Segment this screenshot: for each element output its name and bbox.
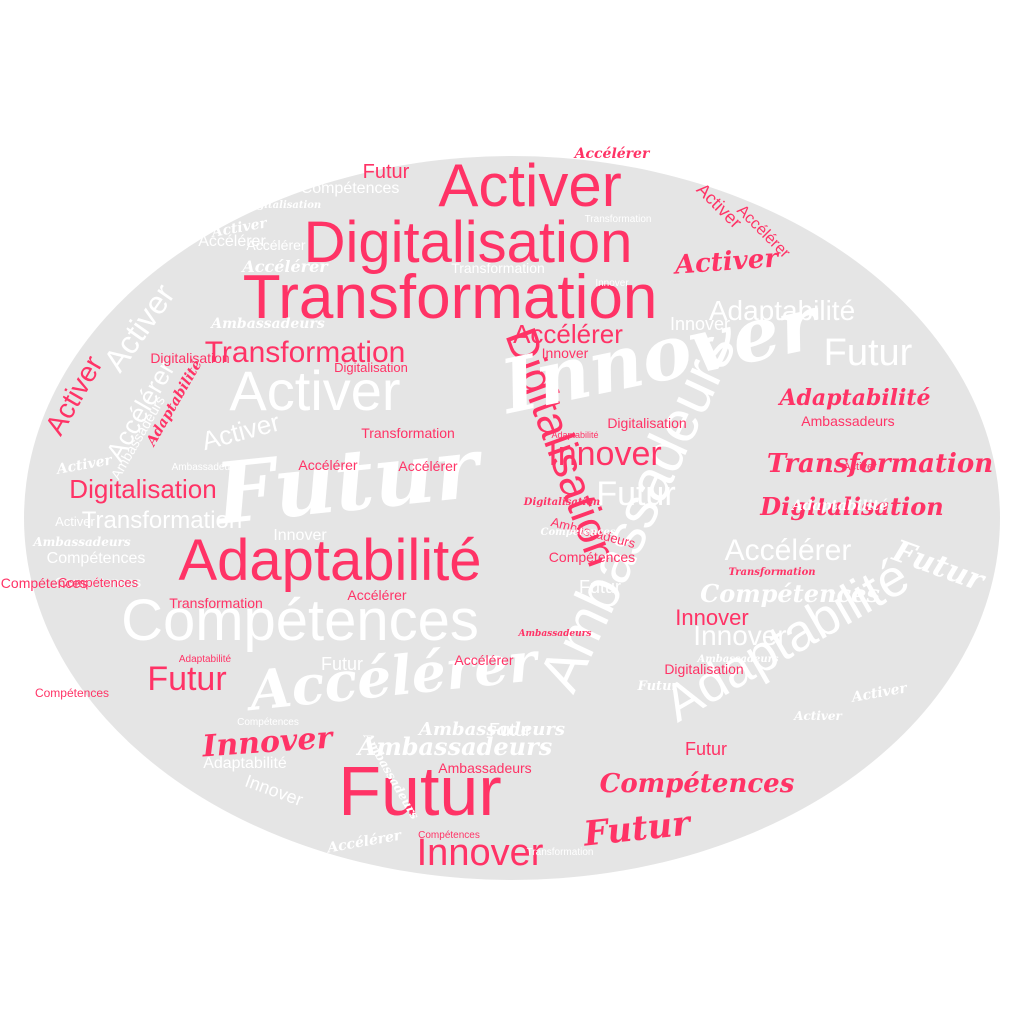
word-innover: Innover [548,435,661,473]
word-transformation: Transformation [169,595,263,611]
word-innover: Innover [675,605,748,630]
word-accelerer: Accélérer [513,319,623,349]
word-digitalisation: Digitalisation [150,350,229,366]
word-ambassadeurs: Ambassadeurs [209,316,325,332]
word-competences: Compétences [55,574,141,590]
word-transformation: Transformation [361,425,455,441]
word-futur: Futur [338,752,501,830]
word-activer: Activer [438,152,621,219]
word-ambassadeurs: Ambassadeurs [696,654,778,665]
word-accelerer: Accélérer [573,146,651,162]
word-competences: Compétences [541,527,616,538]
word-innover: Innover [273,527,327,544]
word-transformation: Transformation [767,449,993,479]
word-transformation: Transformation [585,214,652,225]
word-digitalisation: Digitalisation [523,497,600,508]
word-transformation: Transformation [205,336,406,369]
word-digitalisation: Digitalisation [334,360,408,375]
word-competences: Compétences [301,180,400,197]
word-ambassadeurs: Ambassadeurs [801,413,894,429]
word-accelerer: Accélérer [398,458,457,474]
word-competences: Compétences [1,575,87,591]
word-transformation: Transformation [82,507,243,534]
word-adaptabilite: Adaptabilité [709,295,855,326]
word-competences: Compétences [549,549,635,565]
word-digitalisation: Digitalisation [607,415,686,431]
word-adaptabilite: Adaptabilité [203,755,287,772]
word-ambassadeurs: Ambassadeurs [518,629,592,639]
word-competences: Compétences [121,588,479,653]
word-competences: Compétences [47,550,146,567]
word-adaptabilite: Adaptabilité [777,385,930,411]
word-activer: Activer [843,461,877,473]
word-adaptabilite: Adaptabilité [179,654,232,665]
word-digitalisation: Digitalisation [244,200,321,211]
word-futur: Futur [637,679,680,694]
word-competences: Compétences [237,717,299,728]
word-transformation: Transformation [527,847,594,858]
word-accelerer: Accélérer [246,237,305,253]
word-accelerer: Accélérer [240,257,329,276]
word-transformation: Transformation [243,263,658,332]
word-digitalisation: Digitalisation [664,661,743,677]
word-adaptabilite: Adaptabilité [178,528,481,593]
word-futur: Futur [824,332,913,374]
word-competences: Compétences [600,769,795,799]
word-accelerer: Accélérer [347,587,406,603]
word-innover: Innover [670,314,730,334]
word-activer: Activer [793,709,843,723]
word-futur: Futur [685,739,727,759]
background-ellipse [24,156,1000,880]
word-digitalisation: Digitalisation [304,210,633,275]
word-competences: Compétences [35,686,109,700]
word-digitalisation: Digitalisation [69,474,216,504]
word-activer: Activer [229,359,400,422]
word-competences: Compétences [58,575,139,590]
word-digitalisation: Digitalisation [759,492,943,521]
word-transformation: Transformation [451,260,545,276]
word-transformation: Transformation [728,567,815,578]
word-ambassadeurs: Ambassadeurs [172,462,239,473]
word-competences: Compétences [418,830,480,841]
word-activer: Activer [55,514,95,529]
word-futur: Futur [363,161,410,183]
word-futur: Futur [579,577,621,597]
word-innover: Innover [417,832,544,874]
word-futur: Futur [321,654,363,674]
word-ambassadeurs: Ambassadeurs [438,760,531,776]
word-ambassadeurs: Ambassadeurs [417,719,565,740]
word-accelerer: Accélérer [298,457,357,473]
word-futur: Futur [489,720,531,740]
word-innover: Innover [595,278,629,289]
word-futur: Futur [596,475,675,513]
word-ambassadeurs: Ambassadeurs [356,732,553,761]
word-accelerer: Accélérer [725,534,852,567]
word-innover: Innover [542,345,589,361]
word-innover: Innover [693,620,786,651]
word-accelerer: Accélérer [454,652,513,668]
word-accelerer: Accélérer [198,233,266,250]
word-adaptabilite: Adaptabilité [790,498,888,514]
word-ambassadeurs: Ambassadeurs [32,535,131,549]
word-competences: Compétences [700,579,880,608]
word-futur: Futur [147,660,226,698]
word-adaptabilite: Adaptabilité [551,430,598,440]
